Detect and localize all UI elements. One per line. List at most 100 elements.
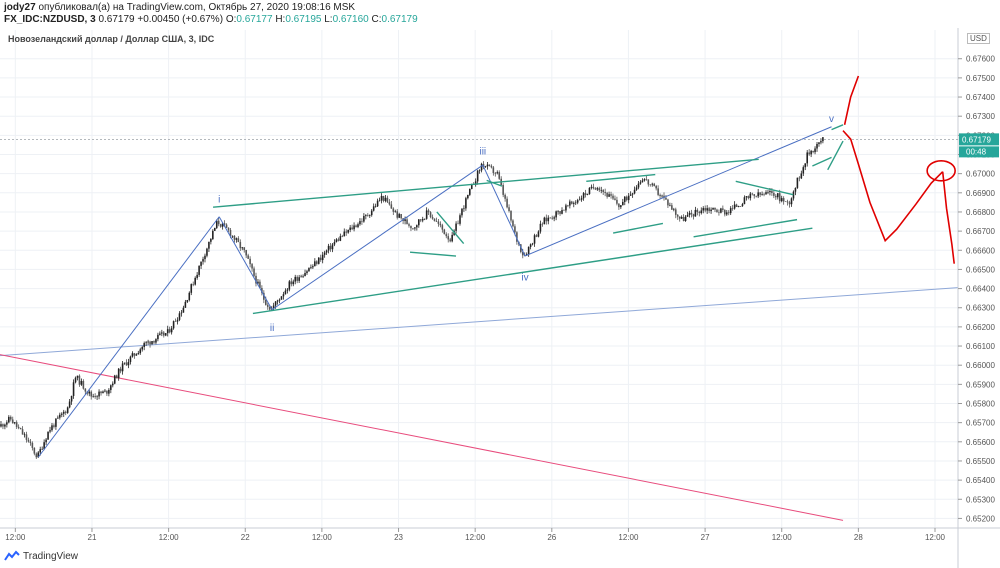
- candle-body: [412, 228, 414, 229]
- candle-body: [153, 341, 155, 343]
- symbol-name[interactable]: FX_IDC:NZDUSD, 3: [4, 14, 96, 25]
- candle-body: [571, 201, 573, 204]
- candle-body: [286, 289, 289, 291]
- candle-body: [480, 163, 483, 171]
- candle-body: [304, 273, 306, 277]
- candle-body: [374, 206, 377, 207]
- last-price: 0.67179: [98, 14, 135, 25]
- candle-body: [323, 252, 326, 255]
- candle-body: [435, 221, 438, 222]
- y-tick-label: 0.66500: [966, 265, 995, 274]
- candle-body: [388, 202, 391, 205]
- candle-body: [368, 215, 371, 216]
- candle-body: [227, 227, 230, 230]
- candle-body: [251, 264, 253, 269]
- candle-body: [84, 388, 87, 392]
- candle-body: [698, 211, 701, 214]
- candle-body: [692, 214, 695, 217]
- close-label: C:: [371, 14, 382, 25]
- low-label: L:: [324, 14, 333, 25]
- candle-body: [622, 201, 624, 206]
- candle-body: [192, 284, 195, 285]
- descending-trendline: [0, 354, 844, 521]
- candle-body: [282, 294, 285, 297]
- candle-body: [29, 441, 32, 443]
- candle-body: [51, 425, 53, 431]
- candle-body: [247, 255, 249, 259]
- candle-body: [59, 414, 61, 418]
- author-name[interactable]: jody27: [4, 2, 36, 13]
- candle-body: [300, 276, 302, 278]
- candle-body: [137, 353, 140, 355]
- channel-line: [735, 180, 794, 196]
- candle-body: [35, 453, 38, 458]
- candle-body: [761, 194, 763, 195]
- candle-body: [639, 182, 642, 184]
- elliott-wave-line: [482, 164, 526, 257]
- publish-info: опубликовал(а) на TradingView.com, Октяб…: [38, 2, 356, 13]
- x-tick-label: 12:00: [5, 533, 26, 542]
- candle-body: [735, 204, 738, 207]
- candle-body: [39, 449, 42, 453]
- candle-body: [555, 211, 557, 218]
- candle-body: [731, 208, 734, 209]
- candle-body: [769, 191, 771, 193]
- candle-body: [166, 329, 169, 334]
- candle-body: [580, 198, 583, 200]
- candle-body: [288, 281, 291, 290]
- candle-body: [553, 217, 555, 219]
- candle-body: [284, 290, 287, 295]
- price-change: +0.00450 (+0.67%): [137, 14, 224, 25]
- candle-body: [155, 339, 157, 343]
- tradingview-logo[interactable]: TradingView: [4, 550, 78, 562]
- candle-body: [767, 192, 769, 193]
- candle-body: [569, 201, 571, 206]
- candle-body: [9, 416, 12, 420]
- candle-body: [496, 172, 499, 174]
- candle-body: [365, 215, 367, 217]
- candle-body: [739, 206, 742, 207]
- candle-body: [243, 247, 246, 251]
- open-label: O:: [225, 14, 237, 25]
- candle-body: [578, 199, 581, 201]
- candle-body: [729, 208, 732, 214]
- candle-body: [253, 268, 255, 276]
- candle-body: [274, 301, 277, 306]
- candle-body: [763, 194, 765, 195]
- red-projection-up: [843, 75, 860, 125]
- candle-body: [455, 223, 457, 231]
- candle-body: [237, 238, 240, 243]
- candle-body: [319, 257, 322, 261]
- candle-body: [771, 191, 773, 193]
- candle-body: [210, 239, 212, 242]
- candle-body: [490, 165, 493, 168]
- candle-body: [172, 321, 175, 329]
- candle-body: [694, 209, 697, 217]
- candle-body: [592, 186, 595, 189]
- candle-body: [280, 296, 283, 300]
- candle-body: [541, 223, 544, 225]
- candle-body: [437, 221, 440, 224]
- x-tick-label: 23: [394, 533, 403, 542]
- candle-body: [268, 306, 271, 310]
- candle-body: [414, 227, 416, 229]
- candle-body: [629, 194, 632, 196]
- candle-body: [447, 236, 450, 240]
- candle-body: [13, 422, 16, 424]
- candle-body: [788, 202, 791, 205]
- candle-body: [294, 276, 297, 282]
- candle-body: [747, 196, 750, 199]
- candle-body: [96, 396, 98, 398]
- candle-body: [8, 416, 10, 423]
- candle-body: [543, 217, 546, 225]
- candle-body: [673, 209, 675, 211]
- candle-body: [310, 267, 312, 269]
- candle-body: [367, 215, 369, 216]
- y-tick-label: 0.66600: [966, 246, 995, 255]
- currency-badge[interactable]: USD: [967, 33, 990, 44]
- candle-body: [478, 170, 481, 171]
- candle-body: [129, 356, 132, 362]
- candle-body: [135, 354, 138, 356]
- candle-body: [682, 217, 685, 222]
